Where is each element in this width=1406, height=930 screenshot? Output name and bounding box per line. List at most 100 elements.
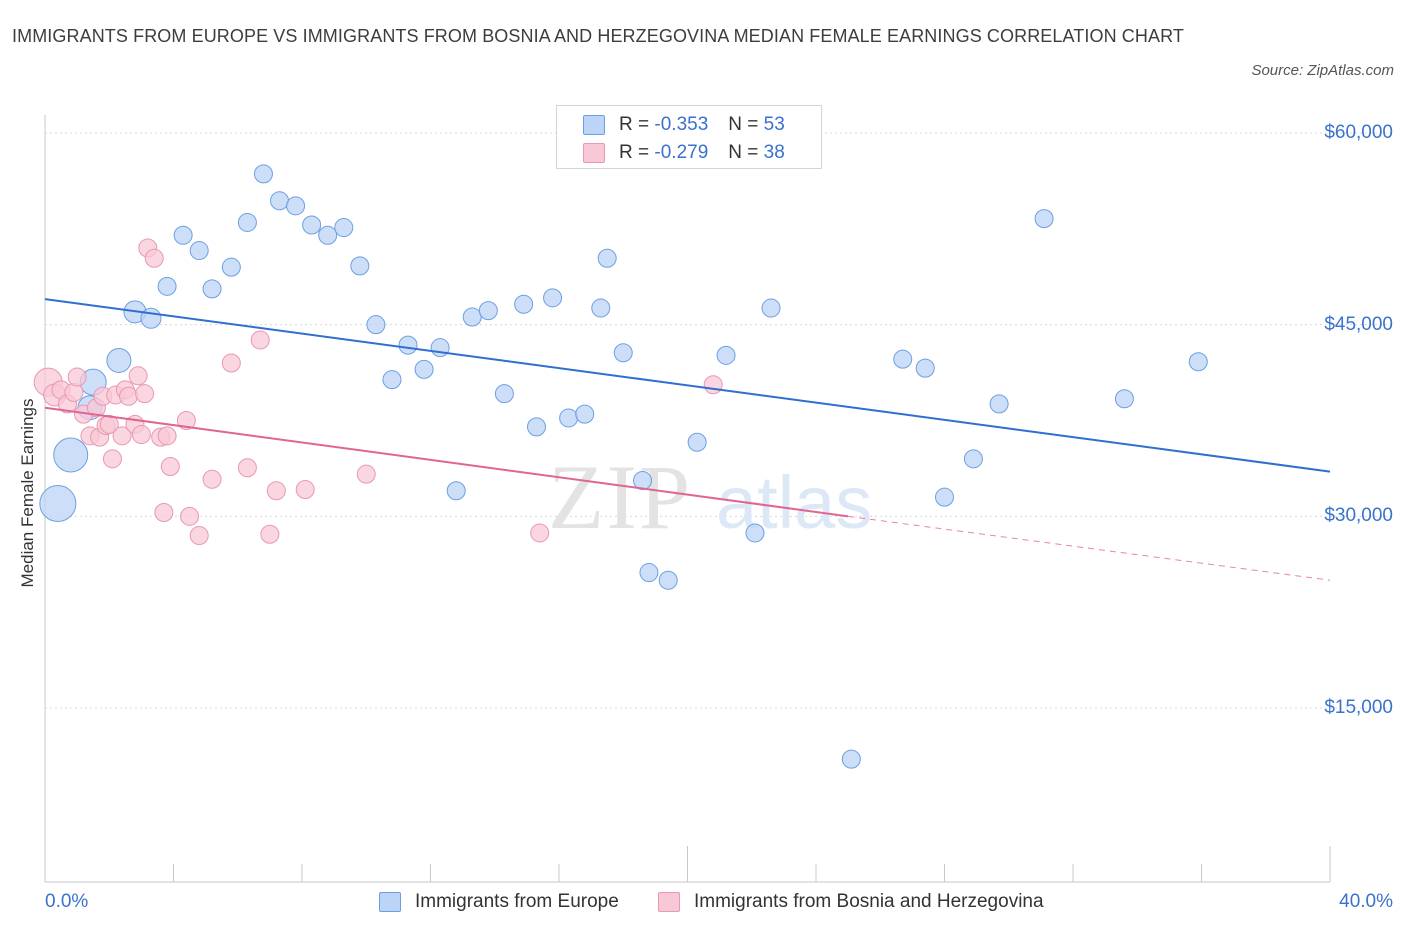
point-europe-14: [270, 191, 290, 211]
point-europe-38: [639, 563, 659, 583]
point-bosnia-12: [99, 414, 119, 434]
point-europe-46: [915, 358, 935, 378]
point-europe-12: [237, 212, 257, 232]
point-bosnia-25: [154, 503, 174, 522]
legend-n-label: N =: [728, 114, 759, 135]
point-europe-47: [935, 487, 954, 507]
point-europe-21: [382, 370, 402, 390]
point-europe-17: [318, 225, 338, 245]
point-bosnia-15: [112, 426, 132, 446]
point-bosnia-29: [180, 506, 200, 526]
point-bosnia-26: [157, 426, 177, 446]
point-europe-48: [963, 449, 983, 469]
legend-n-label: N =: [728, 142, 759, 163]
bottom-legend-label-europe: Immigrants from Europe: [415, 891, 619, 912]
legend-r-label: R =: [619, 114, 650, 135]
point-europe-43: [761, 298, 781, 318]
stats-legend-row-europe: R = -0.353 N = 53: [583, 113, 785, 137]
point-europe-20: [366, 315, 386, 335]
point-europe-31: [543, 288, 563, 308]
trendline-europe: [44, 298, 1331, 473]
point-europe-0: [39, 485, 77, 523]
point-europe-45: [893, 349, 913, 369]
bottom-legend-label-bosnia: Immigrants from Bosnia and Herzegovina: [694, 891, 1044, 912]
point-europe-11: [221, 257, 241, 277]
point-europe-22: [398, 335, 418, 355]
bottom-legend-swatch-bosnia: [658, 892, 680, 912]
point-europe-40: [687, 432, 707, 452]
chart-title: IMMIGRANTS FROM EUROPE VS IMMIGRANTS FRO…: [12, 26, 1184, 46]
bottom-legend-europe: Immigrants from Europe: [379, 889, 619, 915]
legend-n-value: 38: [763, 142, 785, 163]
point-europe-39: [658, 570, 678, 590]
point-europe-50: [1034, 209, 1054, 229]
point-europe-13: [253, 164, 273, 184]
y-tick-label-30000: $30,000: [1324, 505, 1393, 526]
point-bosnia-27: [160, 457, 180, 476]
point-bosnia-33: [237, 458, 257, 478]
point-bosnia-23: [144, 248, 164, 268]
point-bosnia-38: [356, 464, 376, 484]
point-bosnia-20: [135, 384, 155, 404]
chart-source: Source: ZipAtlas.com: [1251, 62, 1394, 79]
point-bosnia-37: [295, 480, 315, 499]
trendline-bosnia: [44, 406, 849, 518]
legend-r-value: -0.279: [654, 142, 709, 163]
point-europe-10: [202, 279, 222, 299]
stats-legend: R = -0.353 N = 53 R = -0.279 N = 38: [556, 105, 822, 169]
y-tick-label-60000: $60,000: [1324, 122, 1393, 143]
point-europe-29: [514, 294, 534, 314]
point-bosnia-35: [260, 524, 280, 544]
point-europe-9: [189, 241, 209, 261]
y-tick-label-45000: $45,000: [1324, 314, 1393, 335]
legend-swatch-bosnia: [583, 143, 605, 163]
point-bosnia-13: [102, 449, 122, 469]
bottom-legend-swatch-europe: [379, 892, 401, 912]
point-europe-52: [1188, 352, 1208, 372]
legend-n-value: 53: [763, 114, 785, 135]
point-europe-30: [527, 417, 547, 437]
point-bosnia-39: [530, 523, 550, 543]
point-europe-19: [350, 256, 370, 276]
point-europe-34: [591, 298, 611, 318]
point-europe-4: [106, 347, 132, 373]
y-tick-label-15000: $15,000: [1324, 697, 1393, 718]
point-europe-27: [478, 301, 498, 321]
bottom-legend-bosnia: Immigrants from Bosnia and Herzegovina: [658, 889, 1044, 915]
legend-r-label: R =: [619, 142, 650, 163]
x-tick-label-max: 40.0%: [1339, 891, 1393, 912]
point-bosnia-30: [189, 526, 209, 545]
point-europe-49: [989, 394, 1009, 414]
point-europe-18: [334, 218, 354, 238]
point-europe-35: [597, 248, 617, 268]
legend-swatch-europe: [583, 115, 605, 135]
point-bosnia-40: [703, 375, 723, 395]
watermark-zip: ZIP: [548, 446, 692, 548]
point-europe-1: [53, 437, 89, 473]
point-bosnia-4: [64, 382, 84, 402]
point-europe-33: [575, 404, 595, 424]
point-bosnia-36: [266, 481, 286, 501]
legend-r-value: -0.353: [654, 114, 709, 135]
point-bosnia-17: [119, 386, 139, 406]
point-bosnia-34: [250, 330, 270, 350]
point-bosnia-28: [176, 411, 196, 430]
point-bosnia-21: [131, 425, 151, 445]
point-europe-42: [745, 523, 765, 543]
point-europe-15: [286, 196, 306, 216]
point-europe-36: [613, 343, 633, 363]
point-europe-8: [173, 225, 193, 245]
y-axis-title: Median Female Earnings: [18, 398, 37, 588]
point-europe-25: [446, 481, 466, 501]
point-europe-23: [414, 359, 434, 379]
point-bosnia-5: [67, 367, 87, 387]
point-bosnia-31: [202, 469, 222, 489]
stats-legend-row-bosnia: R = -0.279 N = 38: [583, 141, 785, 165]
point-europe-7: [157, 276, 177, 296]
point-europe-26: [462, 307, 482, 327]
trendline-bosnia-extension: [848, 515, 1331, 581]
point-europe-6: [140, 307, 162, 329]
point-europe-28: [494, 384, 514, 404]
point-europe-51: [1114, 389, 1134, 409]
